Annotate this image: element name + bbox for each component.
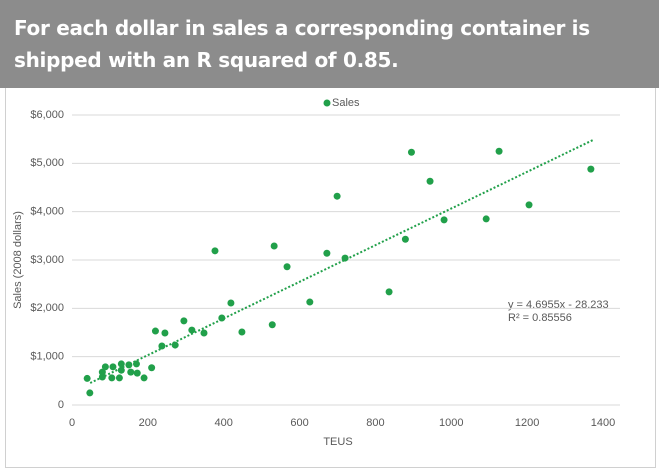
chart-title: For each dollar in sales a corresponding… bbox=[14, 16, 590, 72]
point bbox=[482, 215, 490, 223]
point bbox=[426, 177, 434, 185]
point bbox=[407, 148, 415, 156]
trendline-equation: y = 4.6955x - 28.233 bbox=[508, 299, 609, 311]
trendline-r2: R² = 0.85556 bbox=[508, 312, 572, 324]
x-tick-label: 1200 bbox=[515, 417, 539, 429]
point bbox=[86, 389, 94, 397]
point bbox=[525, 201, 533, 209]
point bbox=[333, 192, 341, 200]
point bbox=[161, 329, 169, 337]
legend-label: Sales bbox=[332, 97, 360, 109]
point bbox=[109, 363, 117, 371]
point bbox=[98, 373, 106, 381]
point bbox=[211, 247, 219, 255]
point bbox=[587, 165, 595, 173]
x-tick-label: 1000 bbox=[439, 417, 463, 429]
point bbox=[115, 374, 123, 382]
point bbox=[127, 368, 135, 376]
point bbox=[151, 327, 159, 335]
legend-marker bbox=[323, 99, 331, 107]
y-tick-label: $4,000 bbox=[30, 206, 64, 218]
point bbox=[188, 326, 196, 334]
x-tick-label: 600 bbox=[290, 417, 308, 429]
point bbox=[180, 317, 188, 325]
y-tick-label: 0 bbox=[58, 399, 64, 411]
point bbox=[238, 328, 246, 336]
point bbox=[323, 249, 331, 257]
y-tick-label: $6,000 bbox=[30, 109, 64, 121]
point bbox=[108, 374, 116, 382]
point bbox=[101, 363, 109, 371]
point bbox=[140, 374, 148, 382]
point bbox=[341, 254, 349, 262]
x-tick-label: 200 bbox=[139, 417, 157, 429]
point bbox=[117, 360, 125, 368]
trendline bbox=[89, 139, 594, 384]
point bbox=[132, 360, 140, 368]
x-tick-label: 1400 bbox=[591, 417, 615, 429]
point bbox=[440, 216, 448, 224]
y-axis-label: Sales (2008 dollars) bbox=[12, 211, 24, 309]
point bbox=[270, 242, 278, 250]
point bbox=[283, 263, 291, 271]
y-tick-label: $1,000 bbox=[30, 351, 64, 363]
point bbox=[495, 147, 503, 155]
point bbox=[218, 314, 226, 322]
x-tick-label: 800 bbox=[366, 417, 384, 429]
point bbox=[158, 342, 166, 350]
point bbox=[83, 374, 91, 382]
point bbox=[401, 235, 409, 243]
point bbox=[133, 369, 141, 377]
point bbox=[200, 329, 208, 337]
x-tick-label: 400 bbox=[215, 417, 233, 429]
point bbox=[125, 361, 133, 369]
y-tick-label: $5,000 bbox=[30, 157, 64, 169]
y-tick-label: $3,000 bbox=[30, 254, 64, 266]
y-tick-label: $2,000 bbox=[30, 302, 64, 314]
banner: For each dollar in sales a corresponding… bbox=[0, 0, 659, 88]
point bbox=[171, 341, 179, 349]
point bbox=[227, 299, 235, 307]
point bbox=[98, 368, 106, 376]
point bbox=[385, 288, 393, 296]
x-axis-label: TEUS bbox=[323, 436, 352, 448]
point bbox=[268, 321, 276, 329]
x-tick-label: 0 bbox=[69, 417, 75, 429]
point bbox=[148, 364, 156, 372]
point bbox=[306, 298, 314, 306]
point bbox=[117, 366, 125, 374]
